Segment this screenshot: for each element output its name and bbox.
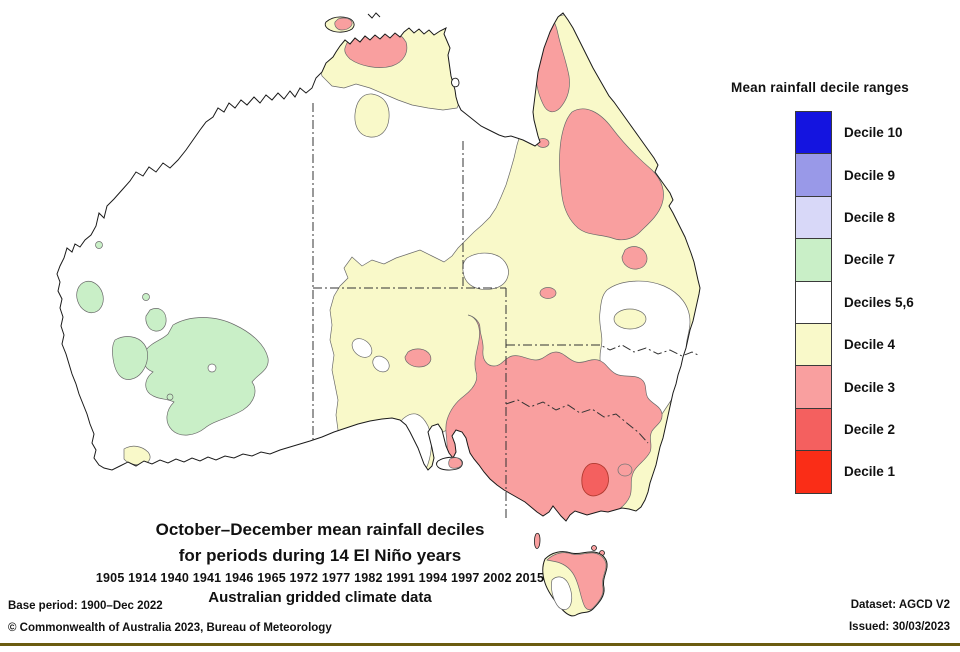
legend-swatch-decile-2 <box>795 407 832 452</box>
base-period-text: Base period: 1900–Dec 2022 <box>8 600 163 612</box>
legend-swatch-decile-4 <box>795 322 832 367</box>
el-nino-years: 1905 1914 1940 1941 1946 1965 1972 1977 … <box>95 570 545 585</box>
legend-label-decile-4: Decile 4 <box>844 337 896 353</box>
bottom-rule <box>0 643 960 646</box>
issued-text: Issued: 30/03/2023 <box>848 621 950 633</box>
map-title-line1: October–December mean rainfall deciles <box>155 520 485 539</box>
legend: Decile 10 Decile 9 Decile 8 Decile 7 Dec… <box>795 111 914 494</box>
copyright-text: © Commonwealth of Australia 2023, Bureau… <box>8 622 332 634</box>
legend-label-decile-10: Decile 10 <box>844 125 903 141</box>
region-wa-green-hole-white <box>207 363 217 373</box>
legend-swatch-decile-1 <box>795 450 832 494</box>
legend-label-decile-8: Decile 8 <box>844 209 896 225</box>
region-vic-decile2 <box>581 463 609 497</box>
map-title-line2: for periods during 14 El Niño years <box>178 546 462 566</box>
legend-swatch-decile-9 <box>795 153 832 197</box>
legend-row-decile-9: Decile 9 <box>795 153 914 197</box>
legend-row-deciles-5-6: Deciles 5,6 <box>795 280 914 324</box>
legend-swatch-decile-7 <box>795 238 832 282</box>
legend-swatch-decile-8 <box>795 195 832 240</box>
region-wa-green-dot-3 <box>166 393 174 401</box>
groote-eylandt <box>451 77 460 88</box>
legend-label-decile-7: Decile 7 <box>844 252 896 268</box>
region-sa-lake-white-2 <box>372 355 390 373</box>
legend-row-decile-3: Decile 3 <box>795 365 914 409</box>
map-title-block: October–December mean rainfall deciles f… <box>85 519 555 608</box>
legend-row-decile-4: Decile 4 <box>795 322 914 367</box>
region-sa-lake-white-1 <box>351 338 373 358</box>
legend-swatch-decile-10 <box>795 111 832 155</box>
tasmania <box>542 551 608 617</box>
legend-title: Mean rainfall decile ranges <box>731 80 909 95</box>
region-sa-pink-blob <box>404 348 432 368</box>
region-qld-pink-coast-blob <box>621 246 648 270</box>
legend-row-decile-1: Decile 1 <box>795 450 914 494</box>
border-qld-nsw <box>506 344 699 357</box>
legend-swatch-deciles-5-6 <box>795 280 832 324</box>
region-wa-coast-sliver-decile4 <box>63 230 69 242</box>
legend-label-decile-9: Decile 9 <box>844 167 896 183</box>
region-qld-coast-decile3 <box>559 108 664 241</box>
kangaroo-island-pink <box>448 457 463 469</box>
legend-label-decile-2: Decile 2 <box>844 421 896 437</box>
region-wa-green-dot-1 <box>95 241 103 249</box>
dataset-text: Dataset: AGCD V2 <box>850 599 950 611</box>
border-nsw-vic-murray <box>505 399 649 444</box>
legend-swatch-decile-3 <box>795 365 832 409</box>
tasmania-decile3 <box>546 552 607 611</box>
region-qld-pink-dot-2 <box>539 287 557 299</box>
region-wa-green-large <box>142 317 269 436</box>
state-borders <box>312 103 699 519</box>
legend-label-deciles-5-6: Deciles 5,6 <box>844 294 914 310</box>
region-darwin-decile3 <box>344 27 408 68</box>
melville-island-pink <box>334 17 353 31</box>
legend-label-decile-3: Decile 3 <box>844 379 896 395</box>
king-island <box>534 532 541 549</box>
legend-row-decile-10: Decile 10 <box>795 111 914 155</box>
region-vic-outlined-hole <box>617 463 633 477</box>
mainland-coastline <box>56 12 701 522</box>
region-nw-sa-white-hole <box>462 252 509 290</box>
region-nt-oval-decile4 <box>354 93 390 138</box>
tasmania-white-southwest <box>551 576 573 610</box>
legend-row-decile-7: Decile 7 <box>795 238 914 282</box>
region-wa-green-west-arm <box>112 336 148 380</box>
region-wa-green-small <box>145 308 167 332</box>
region-wa-green-nw <box>76 280 104 314</box>
legend-row-decile-2: Decile 2 <box>795 407 914 452</box>
legend-row-decile-8: Decile 8 <box>795 195 914 240</box>
flinders-islet-1 <box>591 545 597 551</box>
region-wa-green-dot-2 <box>142 293 150 301</box>
map-title-line4: Australian gridded climate data <box>208 589 432 607</box>
islands <box>324 12 605 556</box>
cobourg-islets <box>367 12 381 19</box>
region-ne-nsw-yellow-hole <box>613 308 647 330</box>
legend-label-decile-1: Decile 1 <box>844 464 896 480</box>
